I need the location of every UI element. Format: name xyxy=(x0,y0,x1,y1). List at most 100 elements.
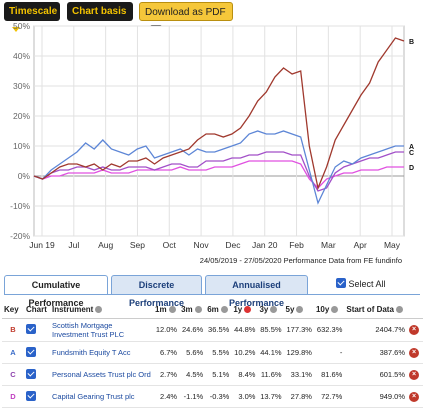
series-line-D xyxy=(33,160,404,189)
tab-annualised-performance[interactable]: Annualised Performance xyxy=(205,275,308,308)
tab-divider xyxy=(4,294,420,295)
info-icon[interactable] xyxy=(296,306,304,314)
checkbox-icon[interactable] xyxy=(26,346,36,357)
select-all-label: Select All xyxy=(348,279,386,289)
row-m3: 4.5% xyxy=(179,363,206,386)
col-5y[interactable]: 5y xyxy=(283,302,314,319)
y-tick-label: 50% xyxy=(13,22,30,31)
col-1y-label: 1y xyxy=(233,305,243,315)
checkbox-icon[interactable] xyxy=(26,324,36,334)
timescale-button[interactable]: Timescale xyxy=(4,2,60,32)
download-pdf-button[interactable]: Download as PDF xyxy=(139,2,233,36)
row-chart-toggle[interactable] xyxy=(24,341,50,364)
row-m1: 2.7% xyxy=(153,363,180,386)
cell-value: 11.6% xyxy=(260,369,282,379)
cell-value: 5.1% xyxy=(212,369,230,379)
row-since: 601.5% xyxy=(344,363,407,386)
col-3y[interactable]: 3y xyxy=(257,302,284,319)
col-start-of-data[interactable]: Start of Data xyxy=(344,302,407,319)
cell-value: 36.5% xyxy=(208,325,230,334)
cell-value: 387.6% xyxy=(379,347,405,357)
row-y5: 33.1% xyxy=(283,363,314,386)
y-axis: 50% 40% 30% 20% 10% 0% -10% -20% xyxy=(10,22,30,241)
instrument-link[interactable]: Scottish Mortgage Investment Trust PLC xyxy=(52,320,125,339)
row-key: B xyxy=(2,318,24,342)
row-remove[interactable]: × xyxy=(407,385,423,408)
info-icon[interactable] xyxy=(168,306,176,314)
row-key: D xyxy=(2,385,24,408)
series-line-B xyxy=(33,37,405,191)
col-1m[interactable]: 1m xyxy=(153,302,180,319)
col-6m[interactable]: 6m xyxy=(205,302,232,319)
row-instrument[interactable]: Personal Assets Trust plc Ord xyxy=(50,363,153,386)
info-icon[interactable] xyxy=(220,306,228,314)
row-y3: 85.5% xyxy=(257,318,284,342)
instrument-link[interactable]: Personal Assets Trust plc Ord xyxy=(52,369,151,379)
cell-value: 2404.7% xyxy=(375,325,405,334)
x-tick-label: Jun 19 xyxy=(29,240,55,250)
checkbox-icon[interactable] xyxy=(26,390,36,401)
col-3m[interactable]: 3m xyxy=(179,302,206,319)
cell-value: 85.5% xyxy=(260,325,282,334)
row-y5: 129.8% xyxy=(283,341,314,364)
x-axis: Jun 19 Jul Aug Sep Oct Nov Dec Jan 20 Feb Mar Apr M… xyxy=(29,240,401,250)
info-icon[interactable] xyxy=(331,306,339,314)
col-1y[interactable]: 1y xyxy=(231,302,258,319)
sort-icon[interactable] xyxy=(244,306,252,314)
period-label: 24/05/2019 - 27/05/2020 Performance Data… xyxy=(200,256,402,265)
checkbox-icon[interactable] xyxy=(336,278,346,288)
remove-icon[interactable]: × xyxy=(409,369,419,380)
y-tick-label: -20% xyxy=(10,231,30,241)
info-icon[interactable] xyxy=(194,306,202,314)
row-y1: 44.8% xyxy=(231,318,258,342)
col-10y[interactable]: 10y xyxy=(313,302,345,319)
row-y3: 11.6% xyxy=(257,363,284,386)
row-y10: 81.6% xyxy=(313,363,345,386)
info-icon[interactable] xyxy=(95,306,103,314)
remove-icon[interactable]: × xyxy=(409,347,419,358)
row-key: C xyxy=(2,363,24,386)
select-all-control[interactable]: Select All xyxy=(336,278,386,289)
info-icon[interactable] xyxy=(270,306,278,314)
tab-cumulative-performance[interactable]: Cumulative Performance xyxy=(4,275,108,308)
info-icon[interactable] xyxy=(395,306,403,314)
col-key[interactable]: Key xyxy=(2,302,24,319)
col-chart[interactable]: Chart xyxy=(24,302,50,319)
col-10y-label: 10y xyxy=(315,305,330,315)
chart-basis-button[interactable]: Chart basis xyxy=(67,2,133,32)
checkbox-icon[interactable] xyxy=(26,368,36,379)
series-tag-C: C xyxy=(409,150,414,157)
tab-discrete-performance[interactable]: Discrete Performance xyxy=(111,275,202,308)
row-chart-toggle[interactable] xyxy=(24,363,50,386)
col-5y-label: 5y xyxy=(285,305,295,315)
x-tick-label: Sep xyxy=(130,240,145,250)
row-y10: 632.3% xyxy=(313,318,345,342)
x-tick-label: May xyxy=(384,240,401,250)
row-chart-toggle[interactable] xyxy=(24,318,50,342)
row-y1: 3.0% xyxy=(231,385,258,408)
instrument-link[interactable]: Capital Gearing Trust plc xyxy=(52,391,135,401)
row-instrument[interactable]: Scottish Mortgage Investment Trust PLC xyxy=(50,318,153,342)
cell-value: 44.8% xyxy=(234,325,256,334)
remove-icon[interactable]: × xyxy=(409,391,419,402)
row-remove[interactable]: × xyxy=(407,363,423,386)
row-chart-toggle[interactable] xyxy=(24,385,50,408)
row-m6: 5.5% xyxy=(205,341,232,364)
row-remove[interactable]: × xyxy=(407,318,423,342)
row-m1: 12.0% xyxy=(153,318,180,342)
col-instrument[interactable]: Instrument xyxy=(50,302,153,319)
row-remove[interactable]: × xyxy=(407,341,423,364)
cell-value: 632.3% xyxy=(316,325,343,334)
row-instrument[interactable]: Fundsmith Equity T Acc xyxy=(50,341,153,364)
row-y5: 27.8% xyxy=(283,385,314,408)
plot-area xyxy=(33,25,405,237)
row-instrument[interactable]: Capital Gearing Trust plc xyxy=(50,385,153,408)
col-1m-label: 1m xyxy=(155,305,167,315)
remove-icon[interactable]: × xyxy=(409,325,419,335)
cell-value: 24.6% xyxy=(181,325,204,334)
instrument-link[interactable]: Fundsmith Equity T Acc xyxy=(52,347,131,357)
chart-basis-label: Chart basis xyxy=(72,6,127,17)
row-key: A xyxy=(2,341,24,364)
cell-value: 2.4% xyxy=(160,391,178,401)
row-m6: 5.1% xyxy=(205,363,232,386)
